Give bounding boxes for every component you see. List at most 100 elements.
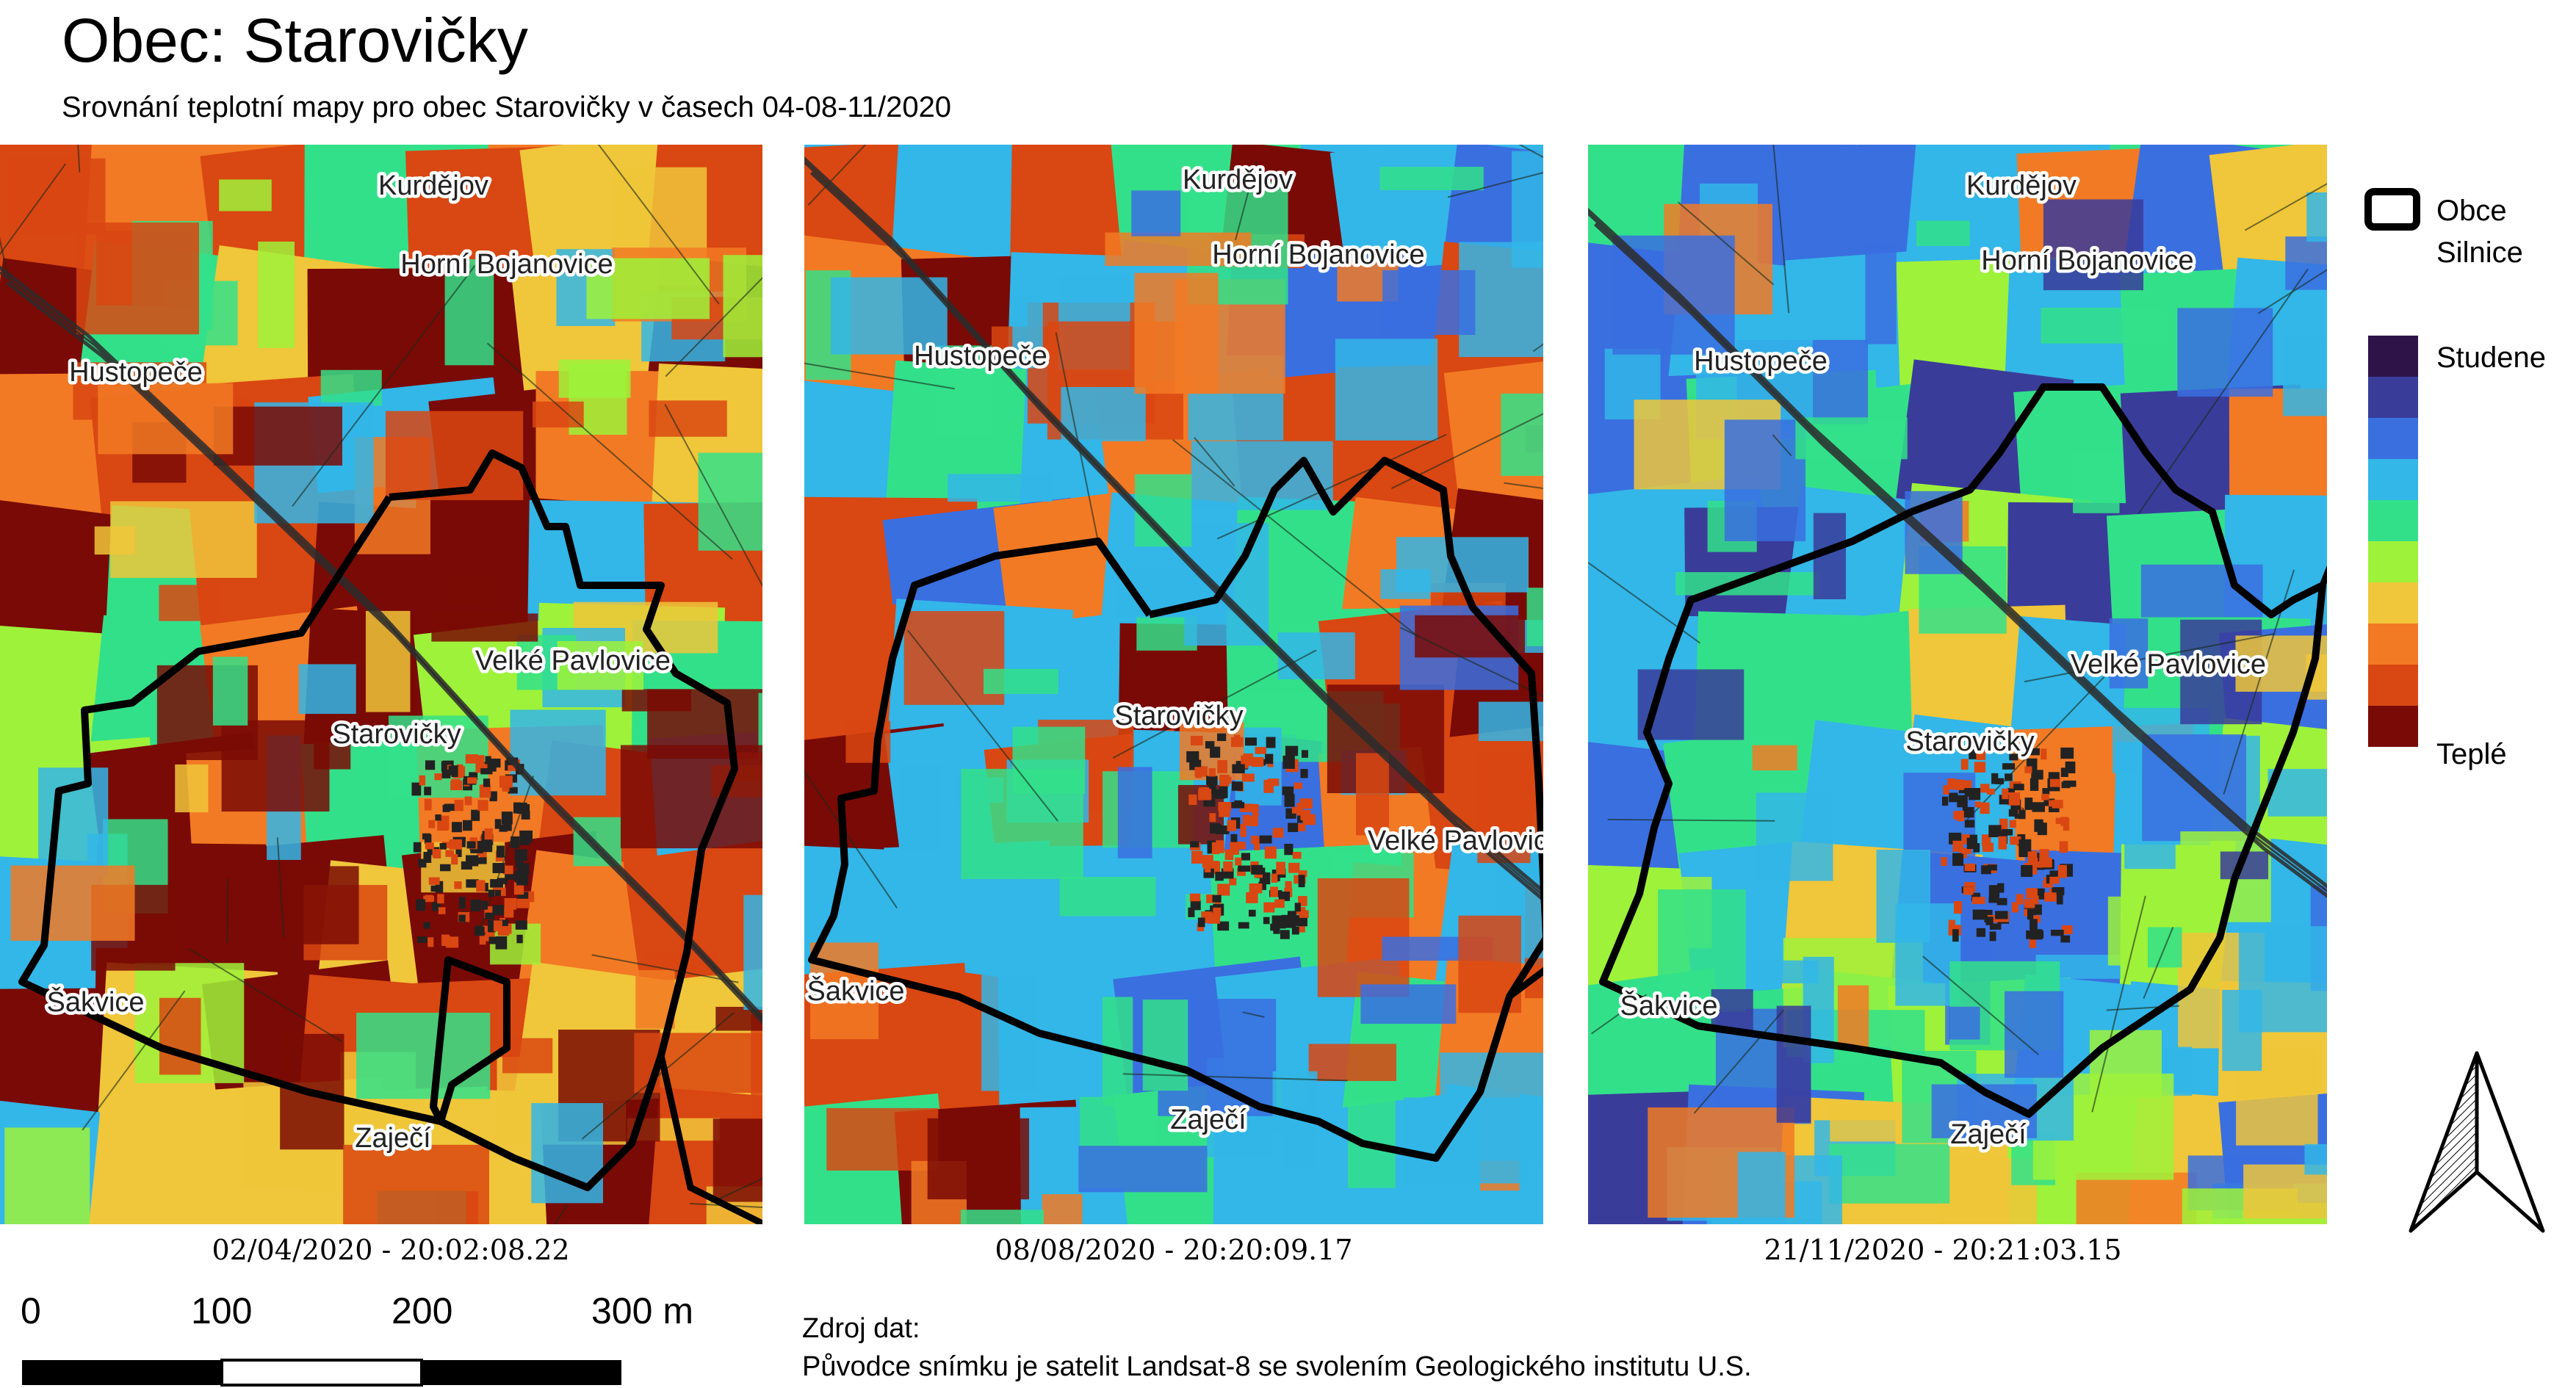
land-patch — [447, 574, 494, 605]
panel-caption-august: 08/08/2020 - 20:20:09.17 — [995, 1231, 1352, 1269]
place-label-hustopece: Hustopeče — [1694, 346, 1828, 377]
land-patch — [213, 657, 248, 726]
land-patch — [1118, 767, 1152, 858]
land-patch — [2283, 338, 2327, 416]
land-patch — [1838, 986, 1869, 1047]
legend-swatch — [2368, 418, 2418, 459]
legend-label-obce: Obce — [2436, 193, 2507, 228]
land-patch — [2090, 1030, 2162, 1099]
land-patch — [981, 975, 1037, 1091]
land-patch — [948, 474, 1052, 502]
land-patch — [1756, 792, 1833, 881]
place-label-sakvice: Šakvice — [1620, 989, 1717, 1022]
land-patch — [1753, 961, 1819, 983]
land-patch — [2124, 843, 2176, 869]
scale-label-300: 300 m — [591, 1289, 693, 1333]
panel-caption-november: 21/11/2020 - 20:21:03.15 — [1764, 1231, 2121, 1269]
place-label-starovicky: Starovičky — [1114, 701, 1243, 731]
land-patch — [98, 383, 233, 455]
land-patch — [961, 1210, 1044, 1224]
legend-label-silnice: Silnice — [2436, 235, 2523, 270]
land-patch — [901, 765, 942, 850]
land-patch — [1916, 221, 1970, 247]
legend-swatch — [2368, 459, 2418, 500]
land-patch — [95, 527, 135, 554]
place-label-horni-bojanovice: Horní Bojanovice — [1981, 245, 2193, 276]
legend-swatch — [2368, 500, 2418, 541]
land-patch — [1309, 1044, 1396, 1081]
scale-label-100: 100 — [191, 1289, 252, 1333]
land-patch — [343, 1145, 489, 1224]
map-panel-november[interactable]: Kurdějov Horní Bojanovice Hustopeče Velké P… — [1588, 145, 2327, 1224]
north-arrow — [2403, 1047, 2550, 1242]
land-patch — [2306, 192, 2327, 242]
place-label-kurdejov: Kurdějov — [1966, 170, 2077, 201]
land-patch — [1061, 387, 1145, 441]
place-label-velke-pavlovice: Velké Pavlovice — [2071, 649, 2266, 680]
land-patch — [1143, 1000, 1188, 1091]
scale-label-0: 0 — [21, 1289, 41, 1333]
land-patch — [1012, 727, 1085, 794]
place-label-starovicky: Starovičky — [332, 719, 461, 750]
map-subtitle: Srovnání teplotní mapy pro obec Starovič… — [62, 87, 951, 128]
legend-swatch — [2368, 665, 2418, 706]
land-patch — [159, 998, 201, 1075]
legend-swatch — [2368, 541, 2418, 582]
legend-swatch — [2368, 623, 2418, 665]
legend-swatch — [2368, 377, 2418, 418]
legend-swatch — [2368, 582, 2418, 623]
land-patch — [2222, 990, 2262, 1071]
land-patch — [1795, 417, 1907, 459]
land-patch — [984, 669, 1058, 694]
place-label-hustopece: Hustopeče — [69, 357, 203, 388]
legend-label-cold: Studene — [2436, 340, 2546, 375]
place-label-kurdejov: Kurdějov — [1183, 165, 1293, 195]
source-text: Původce snímku je satelit Landsat-8 se s… — [802, 1348, 1752, 1386]
map-title: Obec: Starovičky — [62, 0, 528, 81]
land-patch — [1356, 753, 1389, 835]
land-patch — [2212, 1218, 2327, 1224]
legend-swatch — [2368, 336, 2418, 377]
data-source-note: Zdroj dat: Původce snímku je satelit Lan… — [802, 1309, 1752, 1386]
land-patch — [1278, 632, 1355, 679]
land-patch — [284, 866, 358, 944]
land-patch — [1512, 151, 1543, 268]
land-patch — [1382, 270, 1475, 335]
land-patch — [219, 179, 272, 211]
land-patch — [258, 242, 295, 348]
place-label-sakvice: Šakvice — [807, 975, 904, 1007]
land-patch — [1949, 1007, 1980, 1040]
place-label-starovicky: Starovičky — [1905, 726, 2034, 757]
land-patch — [222, 720, 330, 812]
land-patch — [621, 745, 762, 849]
land-patch — [531, 1103, 603, 1203]
land-patch — [574, 817, 621, 867]
land-patch — [1360, 984, 1456, 1024]
land-patch — [724, 255, 762, 357]
legend-swatch — [2368, 706, 2418, 747]
land-patch — [1440, 1052, 1543, 1160]
land-patch — [928, 1118, 1029, 1199]
land-patch — [559, 360, 631, 398]
scale-bar-graphic — [21, 1359, 623, 1388]
land-patch — [1335, 339, 1437, 441]
land-patch — [1725, 419, 1805, 541]
thermal-map: Kurdějov Horní Bojanovice Hustopeče Velké P… — [1588, 145, 2327, 1224]
land-patch — [1829, 1144, 1949, 1204]
land-patch — [510, 709, 606, 795]
land-patch — [159, 585, 218, 621]
land-patch — [1753, 745, 1797, 770]
legend-label-warm: Teplé — [2436, 737, 2507, 772]
land-patch — [649, 400, 726, 436]
place-label-velke-pavlovice: Velké Pavlovice — [1368, 825, 1543, 856]
place-label-kurdejov: Kurdějov — [378, 170, 488, 201]
north-arrow-icon — [2403, 1047, 2550, 1238]
place-label-hustopece: Hustopeče — [914, 341, 1047, 372]
place-label-zajeci: Zaječí — [355, 1123, 431, 1154]
land-patch — [1527, 588, 1543, 646]
land-patch — [356, 1013, 490, 1099]
